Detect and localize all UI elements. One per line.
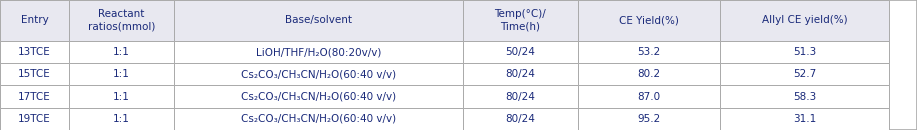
Bar xyxy=(174,0,463,41)
Text: 1:1: 1:1 xyxy=(113,47,130,57)
Bar xyxy=(578,108,720,130)
Bar xyxy=(0,63,69,86)
Text: Cs₂CO₃/CH₃CN/H₂O(60:40 v/v): Cs₂CO₃/CH₃CN/H₂O(60:40 v/v) xyxy=(241,114,396,124)
Bar xyxy=(720,0,889,41)
Text: Temp(°C)/
Time(h): Temp(°C)/ Time(h) xyxy=(494,9,547,32)
Bar xyxy=(174,41,463,63)
Text: 80/24: 80/24 xyxy=(505,92,536,102)
Bar xyxy=(0,41,69,63)
Bar xyxy=(463,41,578,63)
Text: 51.3: 51.3 xyxy=(793,47,816,57)
Bar xyxy=(463,86,578,108)
Text: 1:1: 1:1 xyxy=(113,114,130,124)
Text: 50/24: 50/24 xyxy=(505,47,536,57)
Text: Entry: Entry xyxy=(20,15,49,25)
Bar xyxy=(720,86,889,108)
Bar xyxy=(69,108,174,130)
Text: 87.0: 87.0 xyxy=(637,92,660,102)
Bar xyxy=(463,0,578,41)
Text: 80.2: 80.2 xyxy=(637,69,660,79)
Bar xyxy=(463,63,578,86)
Bar xyxy=(174,86,463,108)
Bar xyxy=(578,63,720,86)
Text: 95.2: 95.2 xyxy=(637,114,660,124)
Bar xyxy=(463,108,578,130)
Bar xyxy=(0,0,69,41)
Text: 52.7: 52.7 xyxy=(793,69,816,79)
Text: 53.2: 53.2 xyxy=(637,47,660,57)
Bar xyxy=(720,41,889,63)
Text: 1:1: 1:1 xyxy=(113,92,130,102)
Text: 17TCE: 17TCE xyxy=(18,92,50,102)
Bar xyxy=(69,63,174,86)
Text: 1:1: 1:1 xyxy=(113,69,130,79)
Bar xyxy=(69,41,174,63)
Text: Cs₂CO₃/CH₃CN/H₂O(60:40 v/v): Cs₂CO₃/CH₃CN/H₂O(60:40 v/v) xyxy=(241,92,396,102)
Text: Allyl CE yield(%): Allyl CE yield(%) xyxy=(762,15,847,25)
Text: 19TCE: 19TCE xyxy=(18,114,50,124)
Bar xyxy=(69,0,174,41)
Text: LiOH/THF/H₂O(80:20v/v): LiOH/THF/H₂O(80:20v/v) xyxy=(256,47,381,57)
Bar xyxy=(720,108,889,130)
Bar xyxy=(578,86,720,108)
Text: 58.3: 58.3 xyxy=(793,92,816,102)
Text: Cs₂CO₃/CH₃CN/H₂O(60:40 v/v): Cs₂CO₃/CH₃CN/H₂O(60:40 v/v) xyxy=(241,69,396,79)
Text: 31.1: 31.1 xyxy=(793,114,816,124)
Bar xyxy=(174,63,463,86)
Bar xyxy=(578,41,720,63)
Bar xyxy=(720,63,889,86)
Text: 80/24: 80/24 xyxy=(505,69,536,79)
Text: 80/24: 80/24 xyxy=(505,114,536,124)
Text: 15TCE: 15TCE xyxy=(18,69,50,79)
Text: Base/solvent: Base/solvent xyxy=(285,15,352,25)
Bar xyxy=(0,86,69,108)
Text: CE Yield(%): CE Yield(%) xyxy=(619,15,679,25)
Bar xyxy=(578,0,720,41)
Bar xyxy=(174,108,463,130)
Bar xyxy=(69,86,174,108)
Text: 13TCE: 13TCE xyxy=(18,47,50,57)
Bar xyxy=(0,108,69,130)
Text: Reactant
ratios(mmol): Reactant ratios(mmol) xyxy=(88,9,155,32)
